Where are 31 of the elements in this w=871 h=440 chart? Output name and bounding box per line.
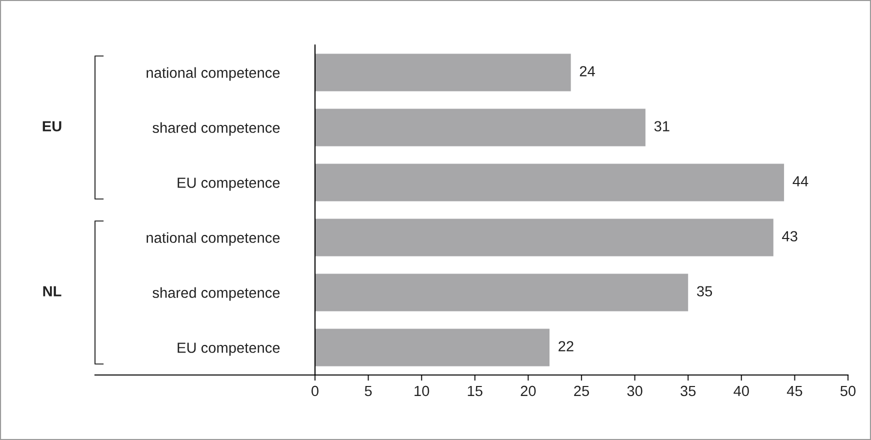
x-tick-label: 30	[627, 386, 642, 396]
x-tick-label: 50	[840, 386, 856, 396]
bar	[315, 274, 688, 312]
y-tick-label: shared competence	[152, 287, 280, 301]
data-label: 35	[696, 286, 712, 296]
bar	[315, 218, 774, 256]
bar	[315, 328, 550, 366]
y-tick-label: EU competence	[178, 342, 280, 356]
x-tick-label: 0	[312, 386, 318, 396]
x-tick-label: 10	[414, 386, 430, 396]
x-tick-label: 25	[574, 386, 589, 396]
data-label: 43	[782, 231, 798, 242]
data-label: 31	[654, 121, 670, 132]
bar	[315, 54, 571, 92]
x-tick-label: 20	[520, 386, 536, 396]
x-tick-label: 5	[364, 386, 372, 396]
y-tick-label: national competence	[146, 67, 280, 81]
y-tick-label: shared competence	[152, 122, 280, 136]
bar	[315, 108, 646, 146]
x-tick-label: 35	[680, 386, 696, 396]
x-tick-label: 15	[468, 386, 482, 396]
bar	[315, 164, 784, 202]
data-label: 24	[580, 66, 595, 76]
x-tick-label: 40	[734, 386, 749, 396]
text: EU	[42, 121, 62, 132]
text: NL	[43, 286, 62, 296]
y-tick-label: EU competence	[178, 178, 280, 191]
y-tick-label: national competence	[146, 232, 280, 246]
x-tick-label: 45	[786, 386, 802, 396]
data-label: 44	[792, 176, 808, 186]
data-label: 22	[558, 341, 574, 352]
